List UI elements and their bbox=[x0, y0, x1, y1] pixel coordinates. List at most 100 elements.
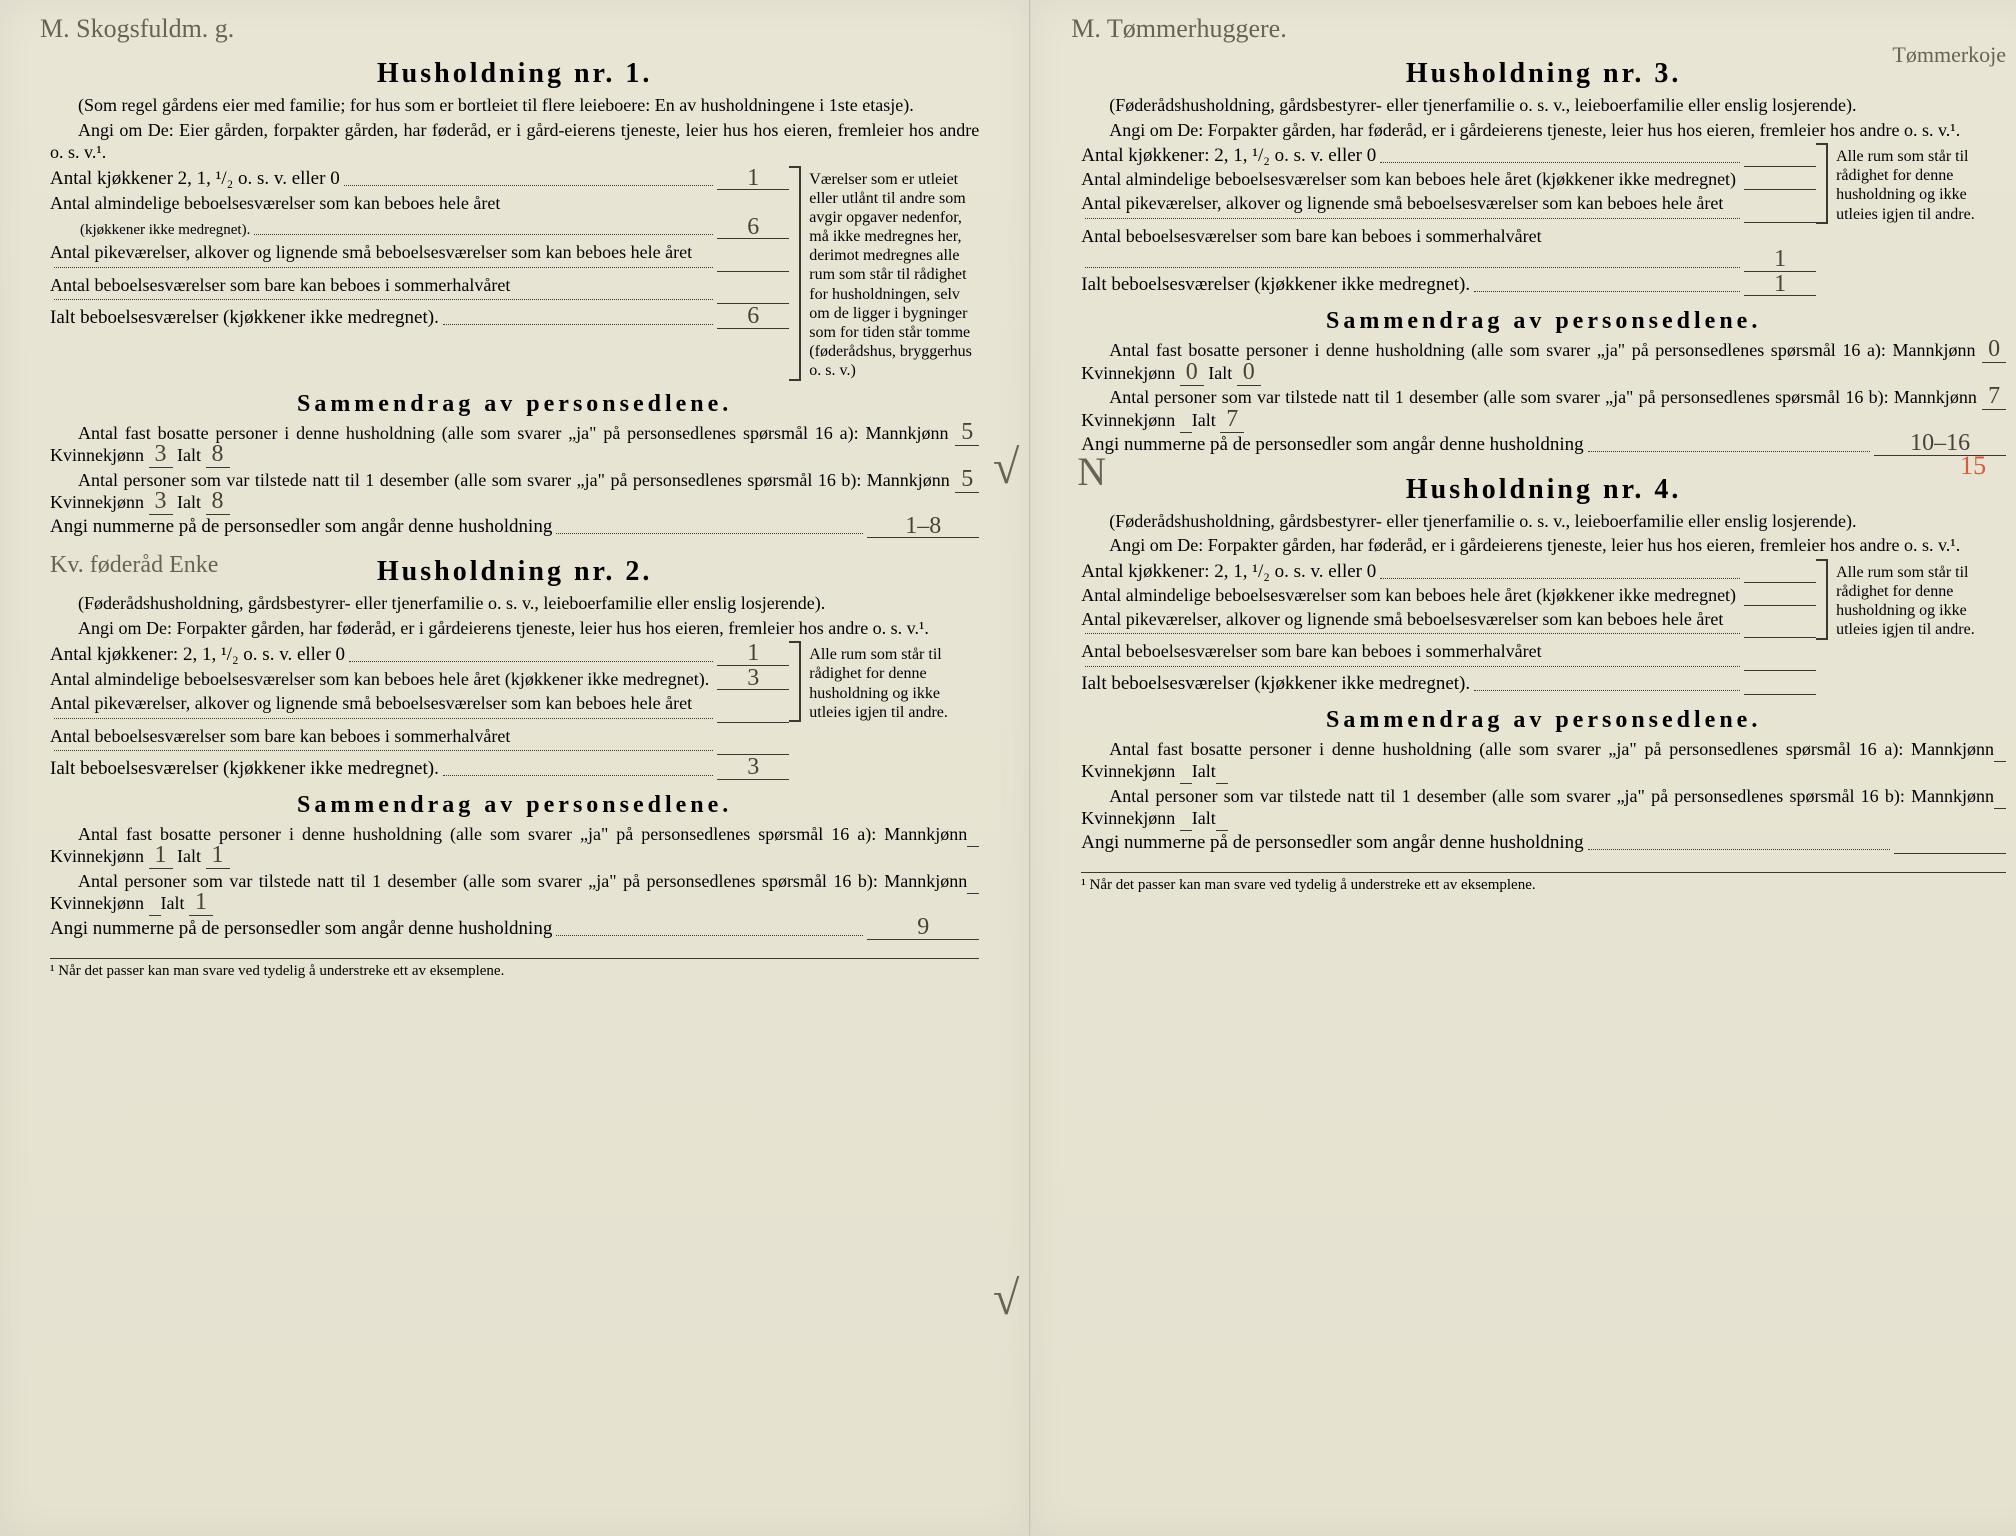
h1-rooms-row: Antal kjøkkener 2, 1, ¹/₂ o. s. v. eller… bbox=[50, 166, 979, 381]
h2-sub: (Føderådshusholdning, gårdsbestyrer- ell… bbox=[50, 592, 979, 615]
h3-fast-m: 0 bbox=[1982, 336, 2006, 363]
h4-kjok-val bbox=[1744, 582, 1816, 583]
h2-til-k bbox=[149, 889, 161, 916]
h3-angi: Angi om De: Forpakter gården, har føderå… bbox=[1081, 119, 2006, 142]
h1-som-label: Antal beboelsesværelser som bare kan beb… bbox=[50, 274, 789, 297]
h1-ialt-label: Ialt beboelsesværelser (kjøkkener ikke m… bbox=[50, 307, 439, 329]
h3-fast-k: 0 bbox=[1180, 359, 1204, 386]
left-page: M. Skogsfuldm. g. Husholdning nr. 1. (So… bbox=[0, 0, 1030, 1536]
h4-pike-val bbox=[1744, 637, 1816, 638]
h1-fast-k: 3 bbox=[149, 441, 173, 468]
h4-anginum-val bbox=[1894, 853, 2006, 854]
h2-kjok-val: 1 bbox=[717, 643, 789, 666]
household-3: Husholdning nr. 3. (Føderådshusholdning,… bbox=[1081, 58, 2006, 456]
h1-til-line: Antal personer som var tilstede natt til… bbox=[50, 469, 979, 514]
h1-alm-note: (kjøkkener ikke medregnet). bbox=[50, 222, 250, 239]
h1-pike-val bbox=[717, 271, 789, 272]
h2-til-m bbox=[967, 867, 979, 894]
h3-til-i: 7 bbox=[1220, 406, 1244, 433]
h4-angi: Angi om De: Forpakter gården, har føderå… bbox=[1081, 534, 2006, 557]
right-footnote: ¹ Når det passer kan man svare ved tydel… bbox=[1081, 872, 2006, 894]
h1-til-m: 5 bbox=[955, 466, 979, 493]
h3-anginum-val: 10–16 bbox=[1874, 433, 2006, 456]
household-4: Husholdning nr. 4. (Føderådshusholdning,… bbox=[1081, 474, 2006, 854]
h3-sidenote: Alle rum som står til rådighet for denne… bbox=[1826, 143, 2006, 224]
h1-sammen-title: Sammendrag av personsedlene. bbox=[50, 391, 979, 418]
h4-kjok-label: Antal kjøkkener: 2, 1, ¹/₂ o. s. v. elle… bbox=[1081, 561, 1376, 583]
h1-pike-label: Antal pikeværelser, alkover og lignende … bbox=[50, 241, 789, 264]
h3-title: Husholdning nr. 3. bbox=[1081, 58, 2006, 90]
h1-fast-m: 5 bbox=[955, 419, 979, 446]
h2-angi: Angi om De: Forpakter gården, har føderå… bbox=[50, 617, 979, 640]
h4-pike-label: Antal pikeværelser, alkover og lignende … bbox=[1081, 608, 1816, 631]
h3-pike-label: Antal pikeværelser, alkover og lignende … bbox=[1081, 192, 1816, 215]
h1-kjok-val: 1 bbox=[717, 168, 789, 191]
h4-alm-val bbox=[1744, 605, 1816, 606]
h2-fast-m bbox=[967, 820, 979, 847]
h1-sidenote: Værelser som er utleiet eller utlånt til… bbox=[799, 166, 979, 381]
h3-fast-i: 0 bbox=[1237, 359, 1261, 386]
h1-kjok-label: Antal kjøkkener 2, 1, ¹/₂ o. s. v. eller… bbox=[50, 168, 340, 190]
pencil-note-2: Kv. føderåd Enke bbox=[50, 552, 218, 579]
h1-fast-i: 8 bbox=[206, 441, 230, 468]
document-spread: M. Skogsfuldm. g. Husholdning nr. 1. (So… bbox=[0, 0, 2016, 1536]
h2-alm-label: Antal almindelige beboelsesværelser som … bbox=[50, 669, 709, 690]
h3-kjok-val bbox=[1744, 166, 1816, 167]
h3-som-val: 1 bbox=[1744, 249, 1816, 272]
check-icon-2: √ bbox=[993, 1271, 1019, 1326]
h4-ialt-label: Ialt beboelsesværelser (kjøkkener ikke m… bbox=[1081, 673, 1470, 695]
h3-alm-label: Antal almindelige beboelsesværelser som … bbox=[1081, 169, 1736, 190]
h4-sub: (Føderådshusholdning, gårdsbestyrer- ell… bbox=[1081, 510, 2006, 533]
h1-alm-label: Antal almindelige beboelsesværelser som … bbox=[50, 192, 789, 215]
h1-sub: (Som regel gårdens eier med familie; for… bbox=[50, 94, 979, 117]
h1-til-i: 8 bbox=[206, 488, 230, 515]
h4-sidenote: Alle rum som står til rådighet for denne… bbox=[1826, 559, 2006, 640]
h4-ialt-val bbox=[1744, 694, 1816, 695]
h4-fast-k bbox=[1180, 757, 1192, 784]
h3-kjok-label: Antal kjøkkener: 2, 1, ¹/₂ o. s. v. elle… bbox=[1081, 145, 1376, 167]
h2-kjok-label: Antal kjøkkener: 2, 1, ¹/₂ o. s. v. elle… bbox=[50, 644, 345, 666]
h4-fast-m bbox=[1994, 735, 2006, 762]
h4-title: Husholdning nr. 4. bbox=[1081, 474, 2006, 506]
h2-alm-val: 3 bbox=[717, 668, 789, 691]
pencil-nb: N bbox=[1077, 448, 1106, 495]
h4-fast-i bbox=[1216, 757, 1228, 784]
right-page: M. Tømmerhuggere. Tømmerkoje Husholdning… bbox=[1030, 0, 2016, 1536]
h1-alm-val: 6 bbox=[717, 217, 789, 240]
h2-ialt-label: Ialt beboelsesværelser (kjøkkener ikke m… bbox=[50, 758, 439, 780]
h2-fast-k: 1 bbox=[149, 842, 173, 869]
pencil-note-1: M. Skogsfuldm. g. bbox=[40, 14, 234, 44]
h2-som-label: Antal beboelsesværelser som bare kan beb… bbox=[50, 725, 789, 748]
h3-til-k bbox=[1180, 406, 1192, 433]
h1-anginum-label: Angi nummerne på de personsedler som ang… bbox=[50, 516, 552, 538]
h3-pike-val bbox=[1744, 222, 1816, 223]
h3-sammen-title: Sammendrag av personsedlene. bbox=[1081, 308, 2006, 335]
pencil-note-3: M. Tømmerhuggere. bbox=[1071, 14, 1286, 44]
h2-til-i: 1 bbox=[189, 889, 213, 916]
h4-som-label: Antal beboelsesværelser som bare kan beb… bbox=[1081, 640, 1816, 663]
h2-sidenote: Alle rum som står til rådighet for denne… bbox=[799, 641, 979, 722]
h3-sub: (Føderådshusholdning, gårdsbestyrer- ell… bbox=[1081, 94, 2006, 117]
h4-til-i bbox=[1216, 804, 1228, 831]
h3-alm-val bbox=[1744, 189, 1816, 190]
h3-som-label: Antal beboelsesværelser som bare kan beb… bbox=[1081, 225, 1816, 248]
h2-pike-val bbox=[717, 722, 789, 723]
h2-anginum-val: 9 bbox=[867, 917, 979, 940]
left-footnote: ¹ Når det passer kan man svare ved tydel… bbox=[50, 958, 979, 980]
h2-ialt-val: 3 bbox=[717, 757, 789, 780]
h1-title: Husholdning nr. 1. bbox=[50, 58, 979, 90]
h2-sammen-title: Sammendrag av personsedlene. bbox=[50, 792, 979, 819]
h4-alm-label: Antal almindelige beboelsesværelser som … bbox=[1081, 585, 1736, 606]
h2-pike-label: Antal pikeværelser, alkover og lignende … bbox=[50, 692, 789, 715]
h4-til-k bbox=[1180, 804, 1192, 831]
red-correction-15: 15 bbox=[1960, 451, 1986, 481]
h1-til-k: 3 bbox=[149, 488, 173, 515]
h1-ialt-val: 6 bbox=[717, 306, 789, 329]
h1-fast-line: Antal fast bosatte personer i denne hush… bbox=[50, 422, 979, 467]
h3-ialt-label: Ialt beboelsesværelser (kjøkkener ikke m… bbox=[1081, 274, 1470, 296]
check-icon: √ bbox=[993, 440, 1019, 495]
h1-anginum-val: 1–8 bbox=[867, 516, 979, 539]
h1-angi: Angi om De: Eier gården, forpakter gårde… bbox=[50, 119, 979, 164]
household-2: Kv. føderåd Enke Husholdning nr. 2. (Fød… bbox=[50, 556, 979, 939]
h3-ialt-val: 1 bbox=[1744, 274, 1816, 297]
